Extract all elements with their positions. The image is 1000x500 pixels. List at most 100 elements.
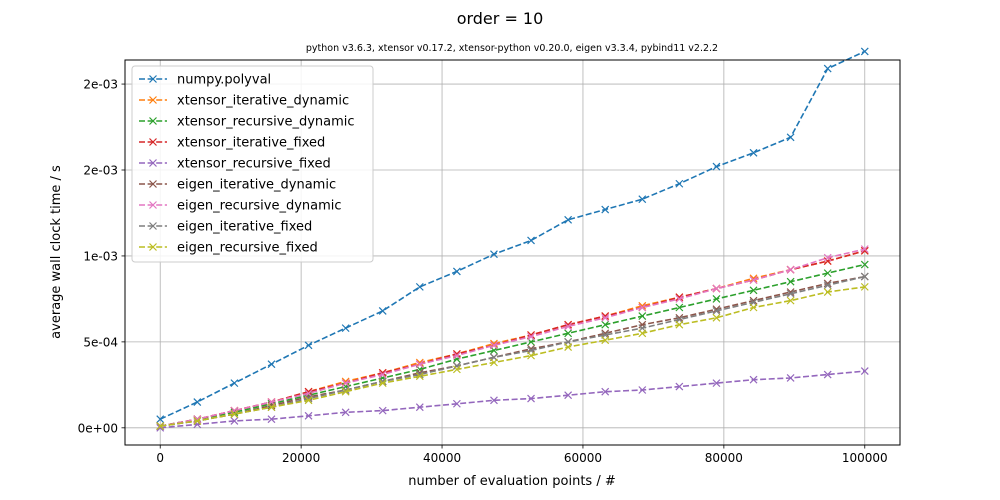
legend-label: xtensor_recursive_fixed [177, 157, 331, 172]
series-eigen-recursive-fixed [156, 282, 869, 431]
data-point-marker [267, 401, 276, 410]
data-point-marker [378, 379, 387, 388]
data-point-marker [823, 64, 832, 73]
data-point-marker [749, 303, 758, 312]
data-point-marker [601, 387, 610, 396]
x-tick-label: 40000 [423, 451, 461, 465]
data-point-marker [149, 243, 157, 251]
legend-label: xtensor_iterative_fixed [177, 136, 325, 151]
data-point-marker [490, 358, 498, 367]
data-point-marker [786, 277, 795, 286]
data-point-marker [860, 260, 869, 269]
legend-item: xtensor_recursive_fixed [139, 157, 331, 172]
data-point-marker [527, 344, 535, 353]
data-point-marker [149, 96, 157, 104]
legend-item: xtensor_recursive_dynamic [139, 115, 355, 130]
data-point-marker [786, 133, 795, 142]
data-point-marker [149, 159, 157, 167]
series-line [160, 250, 866, 427]
legend-item: eigen_iterative_fixed [139, 220, 312, 235]
legend-item: xtensor_iterative_fixed [139, 136, 325, 151]
data-point-marker [378, 370, 387, 379]
data-point-marker [527, 394, 535, 403]
legend-item: xtensor_iterative_dynamic [139, 94, 349, 109]
data-point-marker [601, 336, 610, 345]
data-point-marker [156, 422, 165, 431]
series-line [160, 263, 865, 427]
data-point-marker [378, 307, 387, 315]
legend-label: numpy.polyval [177, 73, 271, 88]
data-point-marker [149, 138, 157, 146]
data-point-marker [149, 180, 157, 188]
data-point-marker [749, 148, 758, 157]
x-tick-label: 100000 [842, 451, 888, 465]
series-numpy-polyval [156, 47, 869, 424]
data-point-marker [675, 320, 684, 329]
data-point-marker [230, 417, 239, 425]
data-point-marker [712, 379, 721, 388]
legend-item: eigen_iterative_dynamic [139, 178, 336, 193]
data-point-marker [823, 269, 832, 278]
data-point-marker [638, 386, 647, 394]
data-point-marker [712, 307, 721, 315]
data-point-marker [860, 246, 869, 255]
data-point-marker [601, 312, 610, 321]
data-point-marker [415, 358, 424, 367]
data-point-marker [564, 215, 573, 224]
data-point-marker [452, 267, 461, 276]
y-tick-label: 0e+00 [78, 421, 118, 435]
data-point-marker [749, 276, 758, 284]
data-point-marker [675, 294, 684, 303]
data-point-marker [638, 303, 647, 312]
data-point-marker [749, 274, 758, 283]
data-point-marker [712, 313, 721, 322]
series-xtensor-recursive-fixed [156, 367, 869, 432]
data-point-marker [490, 396, 498, 405]
legend: numpy.polyval xtensor_iterative_dynamicxt… [131, 65, 374, 263]
data-point-marker [823, 281, 832, 290]
data-point-marker [341, 408, 350, 417]
y-axis-ticks: 0e+00 5e-04 1e-03 2e-03 2e-03 [78, 78, 125, 435]
data-point-marker [564, 329, 573, 338]
data-point-marker [304, 341, 313, 350]
data-point-marker [452, 399, 461, 408]
data-point-marker [341, 387, 350, 396]
data-point-marker [230, 410, 239, 418]
data-point-marker [786, 265, 795, 274]
data-point-marker [193, 398, 202, 406]
y-axis-label: average wall clock time / s [49, 165, 64, 339]
data-point-marker [527, 236, 535, 245]
data-point-marker [638, 329, 647, 338]
x-axis-ticks: 0 20000 40000 60000 80000 100000 [156, 445, 888, 465]
legend-label: xtensor_recursive_dynamic [177, 115, 355, 130]
data-point-marker [378, 406, 387, 415]
x-tick-label: 80000 [705, 451, 743, 465]
data-point-marker [527, 332, 535, 341]
series-line [160, 248, 865, 427]
series-line [160, 286, 865, 427]
legend-box [131, 65, 374, 263]
y-tick-label: 2e-03 [83, 164, 118, 178]
data-point-marker [860, 245, 869, 253]
data-point-marker [415, 403, 424, 412]
series-line [159, 50, 866, 420]
data-point-marker [712, 305, 721, 314]
data-point-marker [193, 417, 202, 425]
data-point-marker [786, 374, 795, 382]
series-group [156, 47, 869, 432]
legend-label: xtensor_iterative_dynamic [177, 94, 349, 109]
data-point-marker [601, 320, 610, 329]
data-point-marker [149, 117, 157, 125]
data-point-marker [786, 289, 795, 298]
data-point-marker [156, 415, 165, 424]
data-point-marker [230, 379, 239, 388]
data-point-marker [638, 312, 647, 321]
data-point-marker [564, 343, 573, 351]
data-point-marker [415, 372, 424, 381]
data-point-marker [452, 351, 461, 360]
data-point-marker [786, 296, 795, 305]
legend-label: eigen_recursive_fixed [177, 241, 318, 256]
data-point-marker [749, 375, 758, 384]
data-point-marker [638, 195, 647, 204]
data-point-marker [267, 403, 276, 412]
